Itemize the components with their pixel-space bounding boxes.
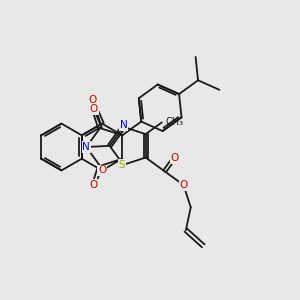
Text: O: O <box>90 180 98 190</box>
Text: O: O <box>88 94 97 104</box>
Text: N: N <box>119 120 127 130</box>
Text: N: N <box>82 142 90 152</box>
Text: O: O <box>90 104 98 114</box>
Text: CH₃: CH₃ <box>166 117 184 128</box>
Text: S: S <box>118 160 125 170</box>
Text: O: O <box>179 180 188 190</box>
Text: O: O <box>98 165 106 176</box>
Text: O: O <box>170 153 178 163</box>
